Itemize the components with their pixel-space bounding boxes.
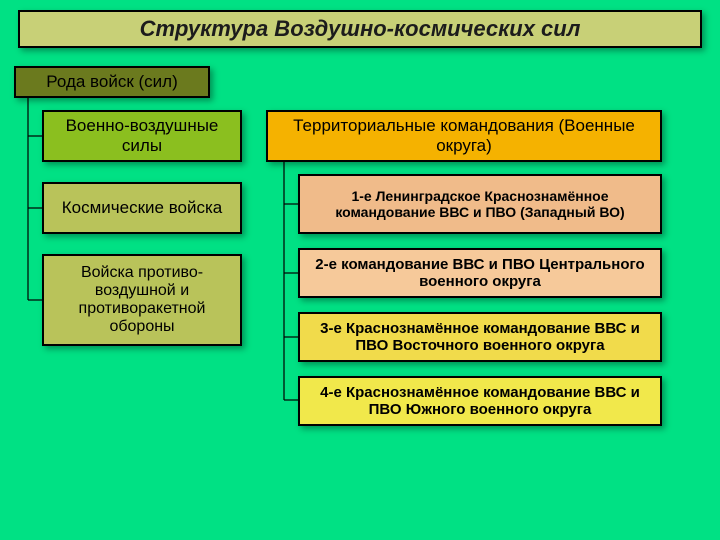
command-node-label: 3-е Краснознамённое командование ВВС и П… — [308, 320, 652, 354]
root-node-label: Рода войск (сил) — [46, 72, 177, 92]
command-node: 4-е Краснознамённое командование ВВС и П… — [298, 376, 662, 426]
command-node: 2-е командование ВВС и ПВО Центрального … — [298, 248, 662, 298]
command-node-label: 4-е Краснознамённое командование ВВС и П… — [308, 384, 652, 418]
root-node: Рода войск (сил) — [14, 66, 210, 98]
branch-node-label: Военно-воздушные силы — [52, 116, 232, 156]
command-node-label: 2-е командование ВВС и ПВО Центрального … — [308, 256, 652, 290]
territorial-node-label: Территориальные командования (Военные ок… — [276, 116, 652, 156]
branch-node: Войска противо-воздушной и противоракетн… — [42, 254, 242, 346]
territorial-node: Территориальные командования (Военные ок… — [266, 110, 662, 162]
branch-node: Военно-воздушные силы — [42, 110, 242, 162]
command-node: 1-е Ленинградское Краснознамённое команд… — [298, 174, 662, 234]
branch-node: Космические войска — [42, 182, 242, 234]
branch-node-label: Космические войска — [62, 198, 223, 218]
command-node-label: 1-е Ленинградское Краснознамённое команд… — [308, 188, 652, 220]
page-title: Структура Воздушно-космических сил — [18, 10, 702, 48]
branch-node-label: Войска противо-воздушной и противоракетн… — [52, 264, 232, 336]
command-node: 3-е Краснознамённое командование ВВС и П… — [298, 312, 662, 362]
